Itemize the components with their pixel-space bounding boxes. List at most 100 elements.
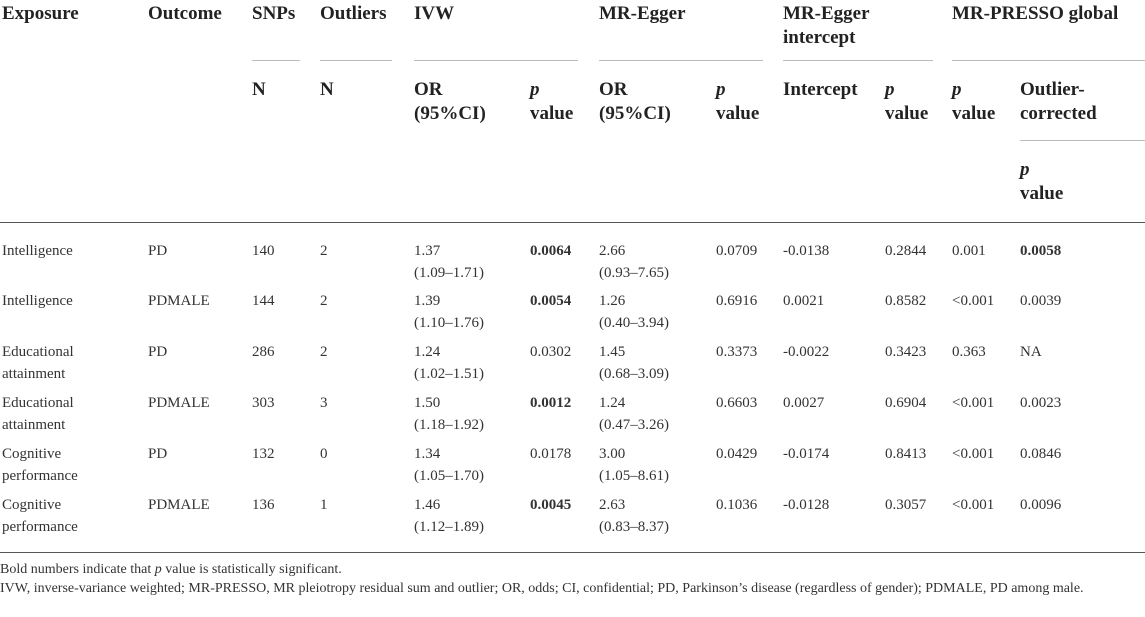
cell-ivw: 1.24 (1.02–1.51) bbox=[414, 341, 514, 385]
cell-corrected-p: 0.0023 bbox=[1020, 395, 1062, 411]
header-mr-egger-intercept: MR-Egger intercept bbox=[783, 3, 870, 48]
cell-exposure: Cognitive performance bbox=[2, 446, 78, 484]
egger-ci: (0.47–3.26) bbox=[599, 417, 669, 433]
cell-egger-p: 0.6603 bbox=[716, 395, 758, 411]
header-outlier-corrected: Outlier-corrected bbox=[1020, 79, 1097, 124]
cell-intercept: -0.0022 bbox=[783, 344, 830, 360]
cell-intercept-p: 0.6904 bbox=[885, 395, 927, 411]
cell-intercept-p: 0.8413 bbox=[885, 446, 927, 462]
cell-intercept-p: 0.3057 bbox=[885, 497, 927, 513]
ivw-or: 1.46 bbox=[414, 497, 441, 513]
subheader-rule bbox=[1020, 140, 1145, 141]
cell-snps: 144 bbox=[252, 293, 275, 309]
header-intercept: Intercept bbox=[783, 79, 858, 100]
cell-egger-p: 0.1036 bbox=[716, 497, 758, 513]
header-ivw: IVW bbox=[414, 3, 455, 24]
ivw-ci: (1.09–1.71) bbox=[414, 265, 484, 281]
cell-egger: 1.26 (0.40–3.94) bbox=[599, 290, 699, 334]
cell-presso-p: 0.001 bbox=[952, 243, 986, 259]
cell-outcome: PDMALE bbox=[148, 293, 210, 309]
cell-ivw-p: 0.0012 bbox=[530, 395, 572, 411]
ivw-or: 1.24 bbox=[414, 344, 441, 360]
cell-exposure: Educational attainment bbox=[2, 395, 74, 433]
cell-outliers: 1 bbox=[320, 497, 328, 513]
ivw-or: 1.39 bbox=[414, 293, 441, 309]
cell-outcome: PDMALE bbox=[148, 395, 210, 411]
cell-presso-p: <0.001 bbox=[952, 497, 995, 513]
cell-snps: 132 bbox=[252, 446, 275, 462]
cell-egger: 2.66 (0.93–7.65) bbox=[599, 240, 699, 284]
cell-outliers: 2 bbox=[320, 243, 328, 259]
egger-ci: (0.93–7.65) bbox=[599, 265, 669, 281]
cell-egger-p: 0.3373 bbox=[716, 344, 758, 360]
cell-egger-p: 0.0429 bbox=[716, 446, 758, 462]
cell-presso-p: <0.001 bbox=[952, 395, 995, 411]
header-bottom-rule bbox=[0, 222, 1145, 223]
subheader-rule bbox=[952, 60, 1145, 61]
ivw-or: 1.50 bbox=[414, 395, 441, 411]
cell-corrected-p: 0.0846 bbox=[1020, 446, 1062, 462]
cell-outcome: PD bbox=[148, 243, 168, 259]
subheader-rule bbox=[783, 60, 933, 61]
cell-intercept-p: 0.2844 bbox=[885, 243, 927, 259]
cell-outcome: PD bbox=[148, 446, 168, 462]
header-egger-or: OR (95%CI) bbox=[599, 79, 671, 124]
subheader-rule bbox=[414, 60, 578, 61]
cell-intercept-p: 0.8582 bbox=[885, 293, 927, 309]
cell-corrected-p: 0.0058 bbox=[1020, 243, 1062, 259]
cell-egger: 3.00 (1.05–8.61) bbox=[599, 443, 699, 487]
egger-ci: (0.40–3.94) bbox=[599, 315, 669, 331]
cell-exposure: Intelligence bbox=[2, 243, 73, 259]
note-abbreviations: IVW, inverse-variance weighted; MR-PRESS… bbox=[0, 581, 1084, 596]
egger-or: 3.00 bbox=[599, 446, 626, 462]
table-bottom-rule bbox=[0, 552, 1145, 553]
cell-intercept: -0.0174 bbox=[783, 446, 830, 462]
cell-outliers: 3 bbox=[320, 395, 328, 411]
header-ivw-p: p value bbox=[530, 79, 574, 124]
header-outcome: Outcome bbox=[148, 3, 222, 24]
header-ivw-or: OR (95%CI) bbox=[414, 79, 486, 124]
cell-outliers: 2 bbox=[320, 293, 328, 309]
header-mr-presso-global: MR-PRESSO global bbox=[952, 3, 1119, 24]
egger-or: 2.66 bbox=[599, 243, 626, 259]
header-mr-egger: MR-Egger bbox=[599, 3, 686, 24]
note-significance: Bold numbers indicate that p value is st… bbox=[0, 562, 342, 577]
cell-corrected-p: NA bbox=[1020, 344, 1042, 360]
cell-ivw-p: 0.0064 bbox=[530, 243, 572, 259]
cell-egger-p: 0.0709 bbox=[716, 243, 758, 259]
subheader-rule bbox=[320, 60, 392, 61]
cell-ivw: 1.39 (1.10–1.76) bbox=[414, 290, 514, 334]
ivw-or: 1.34 bbox=[414, 446, 441, 462]
ivw-ci: (1.10–1.76) bbox=[414, 315, 484, 331]
header-exposure: Exposure bbox=[2, 3, 79, 24]
cell-intercept-p: 0.3423 bbox=[885, 344, 927, 360]
ivw-ci: (1.02–1.51) bbox=[414, 366, 484, 382]
cell-intercept: 0.0021 bbox=[783, 293, 825, 309]
subheader-rule bbox=[599, 60, 763, 61]
cell-exposure: Educational attainment bbox=[2, 344, 74, 382]
cell-ivw-p: 0.0045 bbox=[530, 497, 572, 513]
header-outliers-n: N bbox=[320, 79, 334, 100]
egger-ci: (1.05–8.61) bbox=[599, 468, 669, 484]
header-corrected-p: p value bbox=[1020, 159, 1064, 204]
cell-snps: 303 bbox=[252, 395, 275, 411]
ivw-ci: (1.05–1.70) bbox=[414, 468, 484, 484]
egger-or: 1.26 bbox=[599, 293, 626, 309]
cell-intercept: -0.0128 bbox=[783, 497, 830, 513]
cell-corrected-p: 0.0096 bbox=[1020, 497, 1062, 513]
cell-egger: 1.45 (0.68–3.09) bbox=[599, 341, 699, 385]
egger-ci: (0.83–8.37) bbox=[599, 519, 669, 535]
cell-intercept: -0.0138 bbox=[783, 243, 830, 259]
cell-snps: 286 bbox=[252, 344, 275, 360]
header-intercept-p: p value bbox=[885, 79, 929, 124]
egger-or: 1.45 bbox=[599, 344, 626, 360]
cell-ivw: 1.37 (1.09–1.71) bbox=[414, 240, 514, 284]
cell-egger: 2.63 (0.83–8.37) bbox=[599, 494, 699, 538]
cell-ivw-p: 0.0302 bbox=[530, 344, 572, 360]
egger-or: 2.63 bbox=[599, 497, 626, 513]
egger-ci: (0.68–3.09) bbox=[599, 366, 669, 382]
header-snps: SNPs bbox=[252, 3, 296, 24]
cell-ivw: 1.50 (1.18–1.92) bbox=[414, 392, 514, 436]
header-snps-n: N bbox=[252, 79, 266, 100]
